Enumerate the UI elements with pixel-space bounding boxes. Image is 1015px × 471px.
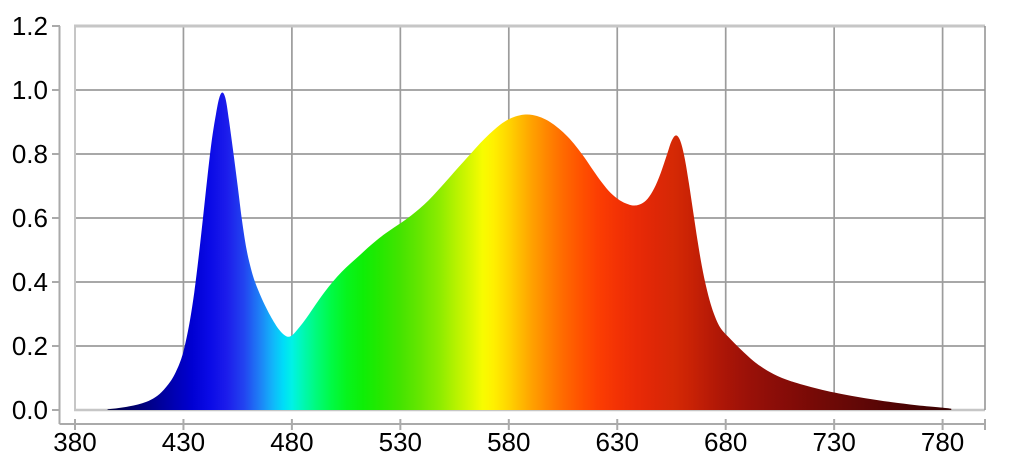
x-tick-label: 480: [270, 427, 313, 457]
x-tick-label: 630: [596, 427, 639, 457]
y-tick-label: 0.6: [12, 203, 48, 233]
axis-spines: [58, 26, 985, 425]
x-tick-label: 730: [812, 427, 855, 457]
x-tick-label: 580: [487, 427, 530, 457]
y-tick-label: 0.8: [12, 139, 48, 169]
y-tick-label: 1.2: [12, 11, 48, 41]
axis-ticks: [52, 25, 986, 430]
y-tick-label: 1.0: [12, 75, 48, 105]
x-tick-label: 530: [379, 427, 422, 457]
x-tick-label: 430: [162, 427, 205, 457]
x-axis-labels: 380 430 480 530 580 630 680 730 780: [53, 427, 964, 457]
x-tick-label: 380: [53, 427, 96, 457]
x-tick-label: 680: [704, 427, 747, 457]
y-tick-label: 0.2: [12, 331, 48, 361]
y-tick-label: 0.0: [12, 395, 48, 425]
y-tick-label: 0.4: [12, 267, 48, 297]
x-tick-label: 780: [921, 427, 964, 457]
spectrum-area-curve: [107, 92, 952, 410]
y-axis-labels: 0.0 0.2 0.4 0.6 0.8 1.0 1.2: [12, 11, 48, 425]
